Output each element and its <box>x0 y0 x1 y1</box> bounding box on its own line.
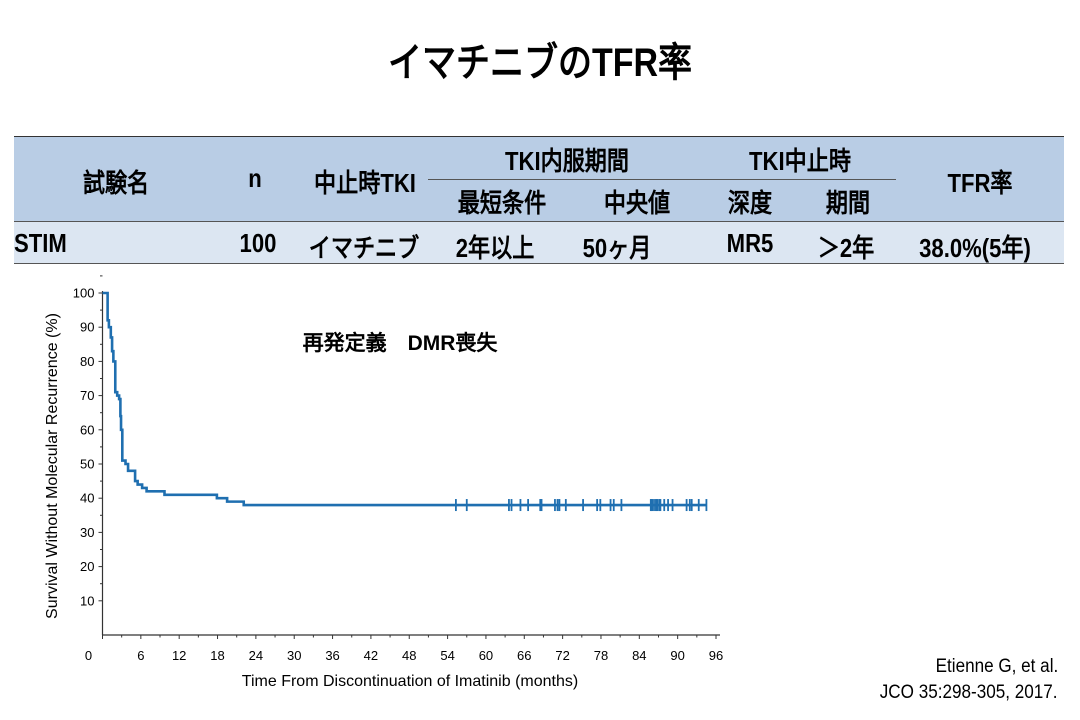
x-tick-label: 60 <box>479 648 493 663</box>
x-axis-label: Time From Discontinuation of Imatinib (m… <box>242 673 578 690</box>
y-tick-label: 40 <box>80 491 94 506</box>
x-tick-label: 66 <box>517 648 531 663</box>
citation-authors: Etienne G, et al. <box>935 656 1058 677</box>
cell-median: 50ヶ月 <box>582 233 652 263</box>
cell-period: ＞2年 <box>817 233 875 263</box>
km-chart: 0 6 12 18 24 30 36 42 48 54 60 66 72 78 84 90 96 10 20 30 40… <box>44 275 723 690</box>
study-table: 試験名 n 中止時TKI TKI内服期間 最短条件 中央値 TKI中止時 深度 … <box>14 136 1064 264</box>
header-divider <box>428 179 704 180</box>
header-n: n <box>248 163 262 193</box>
header-min-condition: 最短条件 <box>457 188 547 218</box>
x-tick-label: 72 <box>555 648 569 663</box>
y-tick-label: 30 <box>80 525 94 540</box>
x-tick-label: 36 <box>325 648 339 663</box>
table-header: 試験名 n 中止時TKI TKI内服期間 最短条件 中央値 TKI中止時 深度 … <box>14 137 1064 222</box>
x-tick-label: 96 <box>709 648 723 663</box>
x-tick-label: 0 <box>85 648 92 663</box>
header-at-stop-group: TKI中止時 <box>749 146 851 176</box>
header-depth: 深度 <box>727 188 773 218</box>
chart-annotation: 再発定義 DMR喪失 <box>303 331 499 355</box>
x-tick-label: 42 <box>364 648 378 663</box>
x-tick-label: 48 <box>402 648 416 663</box>
x-tick-label: 90 <box>670 648 684 663</box>
x-tick-label: 78 <box>594 648 608 663</box>
x-tick-label: 30 <box>287 648 301 663</box>
header-duration-group: TKI内服期間 <box>504 146 630 176</box>
y-tick-label: 80 <box>80 354 94 369</box>
y-axis-label: Survival Without Molecular Recurrence (%… <box>44 313 61 619</box>
header-divider <box>704 179 896 180</box>
x-tick-label: 84 <box>632 648 646 663</box>
x-tick-label: 24 <box>249 648 263 663</box>
header-trial: 試験名 <box>82 168 150 198</box>
y-tick-label: 60 <box>80 422 94 437</box>
cell-min-condition: 2年以上 <box>455 233 535 263</box>
header-period: 期間 <box>825 188 871 218</box>
table-row: STIM 100 イマチニブ 2年以上 50ヶ月 MR5 ＞2年 38.0%(5… <box>14 222 1064 263</box>
page-title: イマチニブのTFR率 <box>387 41 693 85</box>
y-tick-label: 70 <box>80 388 94 403</box>
cell-n: 100 <box>239 228 277 258</box>
header-tki: 中止時TKI <box>314 168 416 198</box>
survival-curve <box>102 291 707 507</box>
cell-tki: イマチニブ <box>308 233 420 263</box>
y-tick-label: 90 <box>80 320 94 335</box>
cell-trial: STIM <box>14 228 67 258</box>
x-tick-label: 12 <box>172 648 186 663</box>
x-tick-label: 6 <box>137 648 144 663</box>
x-tick-label: 18 <box>210 648 224 663</box>
y-tick-label: 50 <box>80 457 94 472</box>
y-tick-label: 100 <box>73 286 95 301</box>
header-median: 中央値 <box>603 188 671 218</box>
y-tick-label: 10 <box>80 593 94 608</box>
citation-journal: JCO 35:298-305, 2017. <box>880 682 1058 703</box>
cell-depth: MR5 <box>726 228 774 258</box>
y-tick-label: 20 <box>80 559 94 574</box>
cell-tfr: 38.0%(5年) <box>919 233 1031 263</box>
header-tfr: TFR率 <box>947 168 1013 198</box>
x-tick-label: 54 <box>440 648 454 663</box>
